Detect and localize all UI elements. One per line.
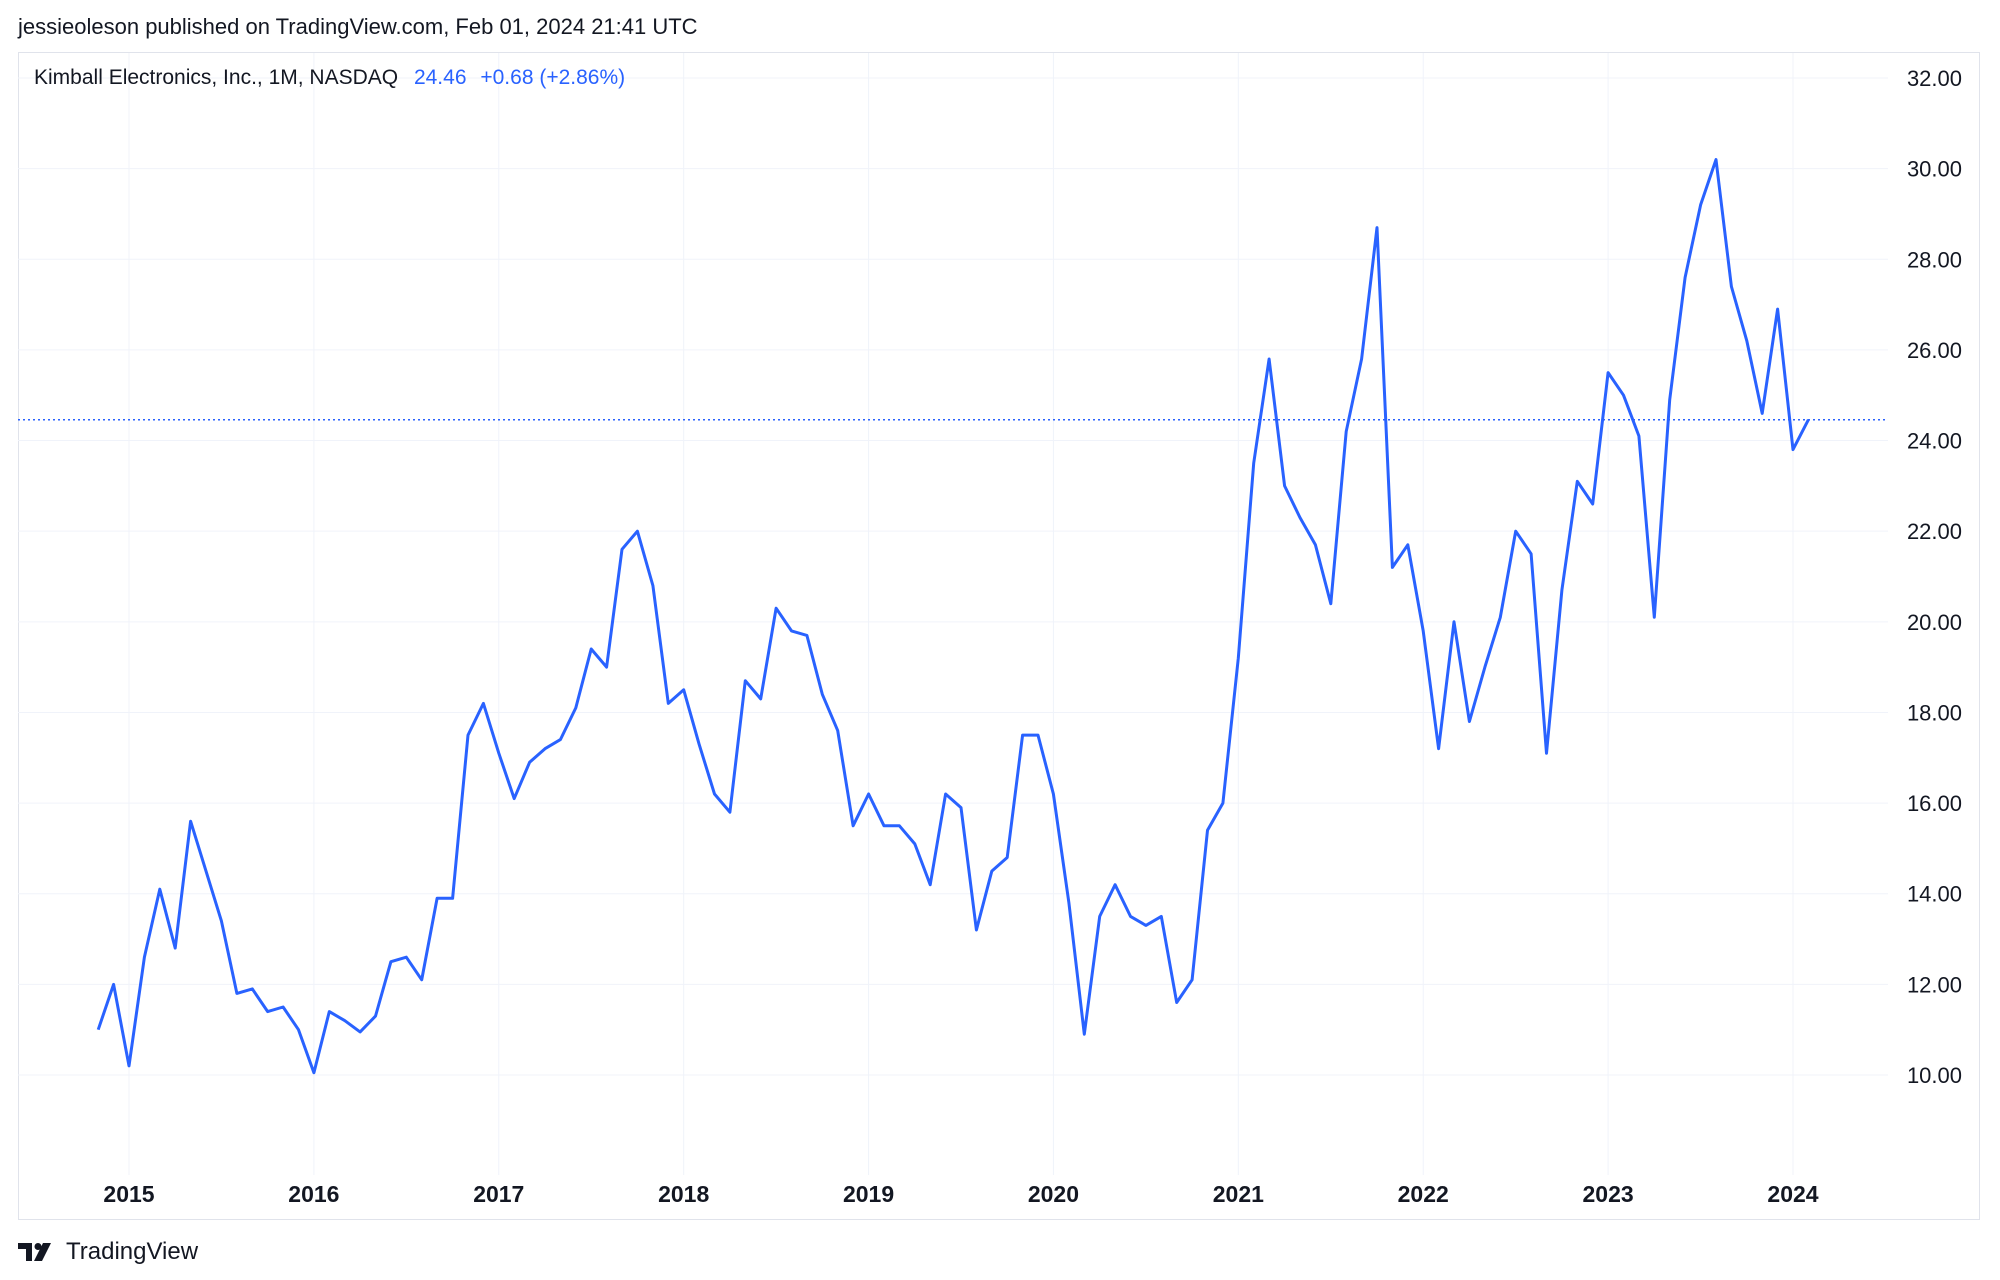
y-tick-label: 22.00 [1907,519,1962,544]
x-tick-label: 2015 [103,1181,154,1207]
tradingview-logo-icon[interactable] [18,1241,58,1263]
x-tick-label: 2016 [288,1181,339,1207]
y-tick-label: 18.00 [1907,700,1962,725]
x-tick-label: 2021 [1213,1181,1264,1207]
x-tick-label: 2022 [1398,1181,1449,1207]
series-line [96,158,1810,1075]
y-tick-label: 32.00 [1907,66,1962,91]
x-tick-label: 2024 [1767,1181,1818,1207]
publisher-info: jessieoleson published on TradingView.co… [18,14,698,39]
y-tick-label: 12.00 [1907,972,1962,997]
y-tick-label: 26.00 [1907,338,1962,363]
x-tick-label: 2023 [1583,1181,1634,1207]
x-tick-label: 2019 [843,1181,894,1207]
chart-legend: Kimball Electronics, Inc., 1M, NASDAQ 24… [34,66,625,90]
x-tick-label: 2017 [473,1181,524,1207]
y-tick-label: 10.00 [1907,1063,1962,1088]
chart-frame [18,52,1980,1220]
grid-lines [18,53,1888,1175]
y-tick-label: 16.00 [1907,791,1962,816]
x-tick-label: 2018 [658,1181,709,1207]
y-axis: 10.00 12.00 14.00 16.00 18.00 20.00 22.00 24.00… [1907,66,1962,1088]
legend-symbol: Kimball Electronics, Inc., 1M, NASDAQ [34,66,399,89]
footer: TradingView [18,1238,198,1266]
x-tick-label: 2020 [1028,1181,1079,1207]
legend-change: +0.68 (+2.86%) [480,66,626,89]
legend-last-value: 24.46 [413,66,467,89]
x-axis: 2015 2016 2017 2018 2019 2020 2021 2022 2023 2024 [103,1181,1818,1207]
y-tick-label: 30.00 [1907,157,1962,182]
footer-brand[interactable]: TradingView [66,1238,199,1265]
y-tick-label: 20.00 [1907,610,1962,635]
y-tick-label: 24.00 [1907,429,1962,454]
y-tick-label: 28.00 [1907,247,1962,272]
y-tick-label: 14.00 [1907,882,1962,907]
